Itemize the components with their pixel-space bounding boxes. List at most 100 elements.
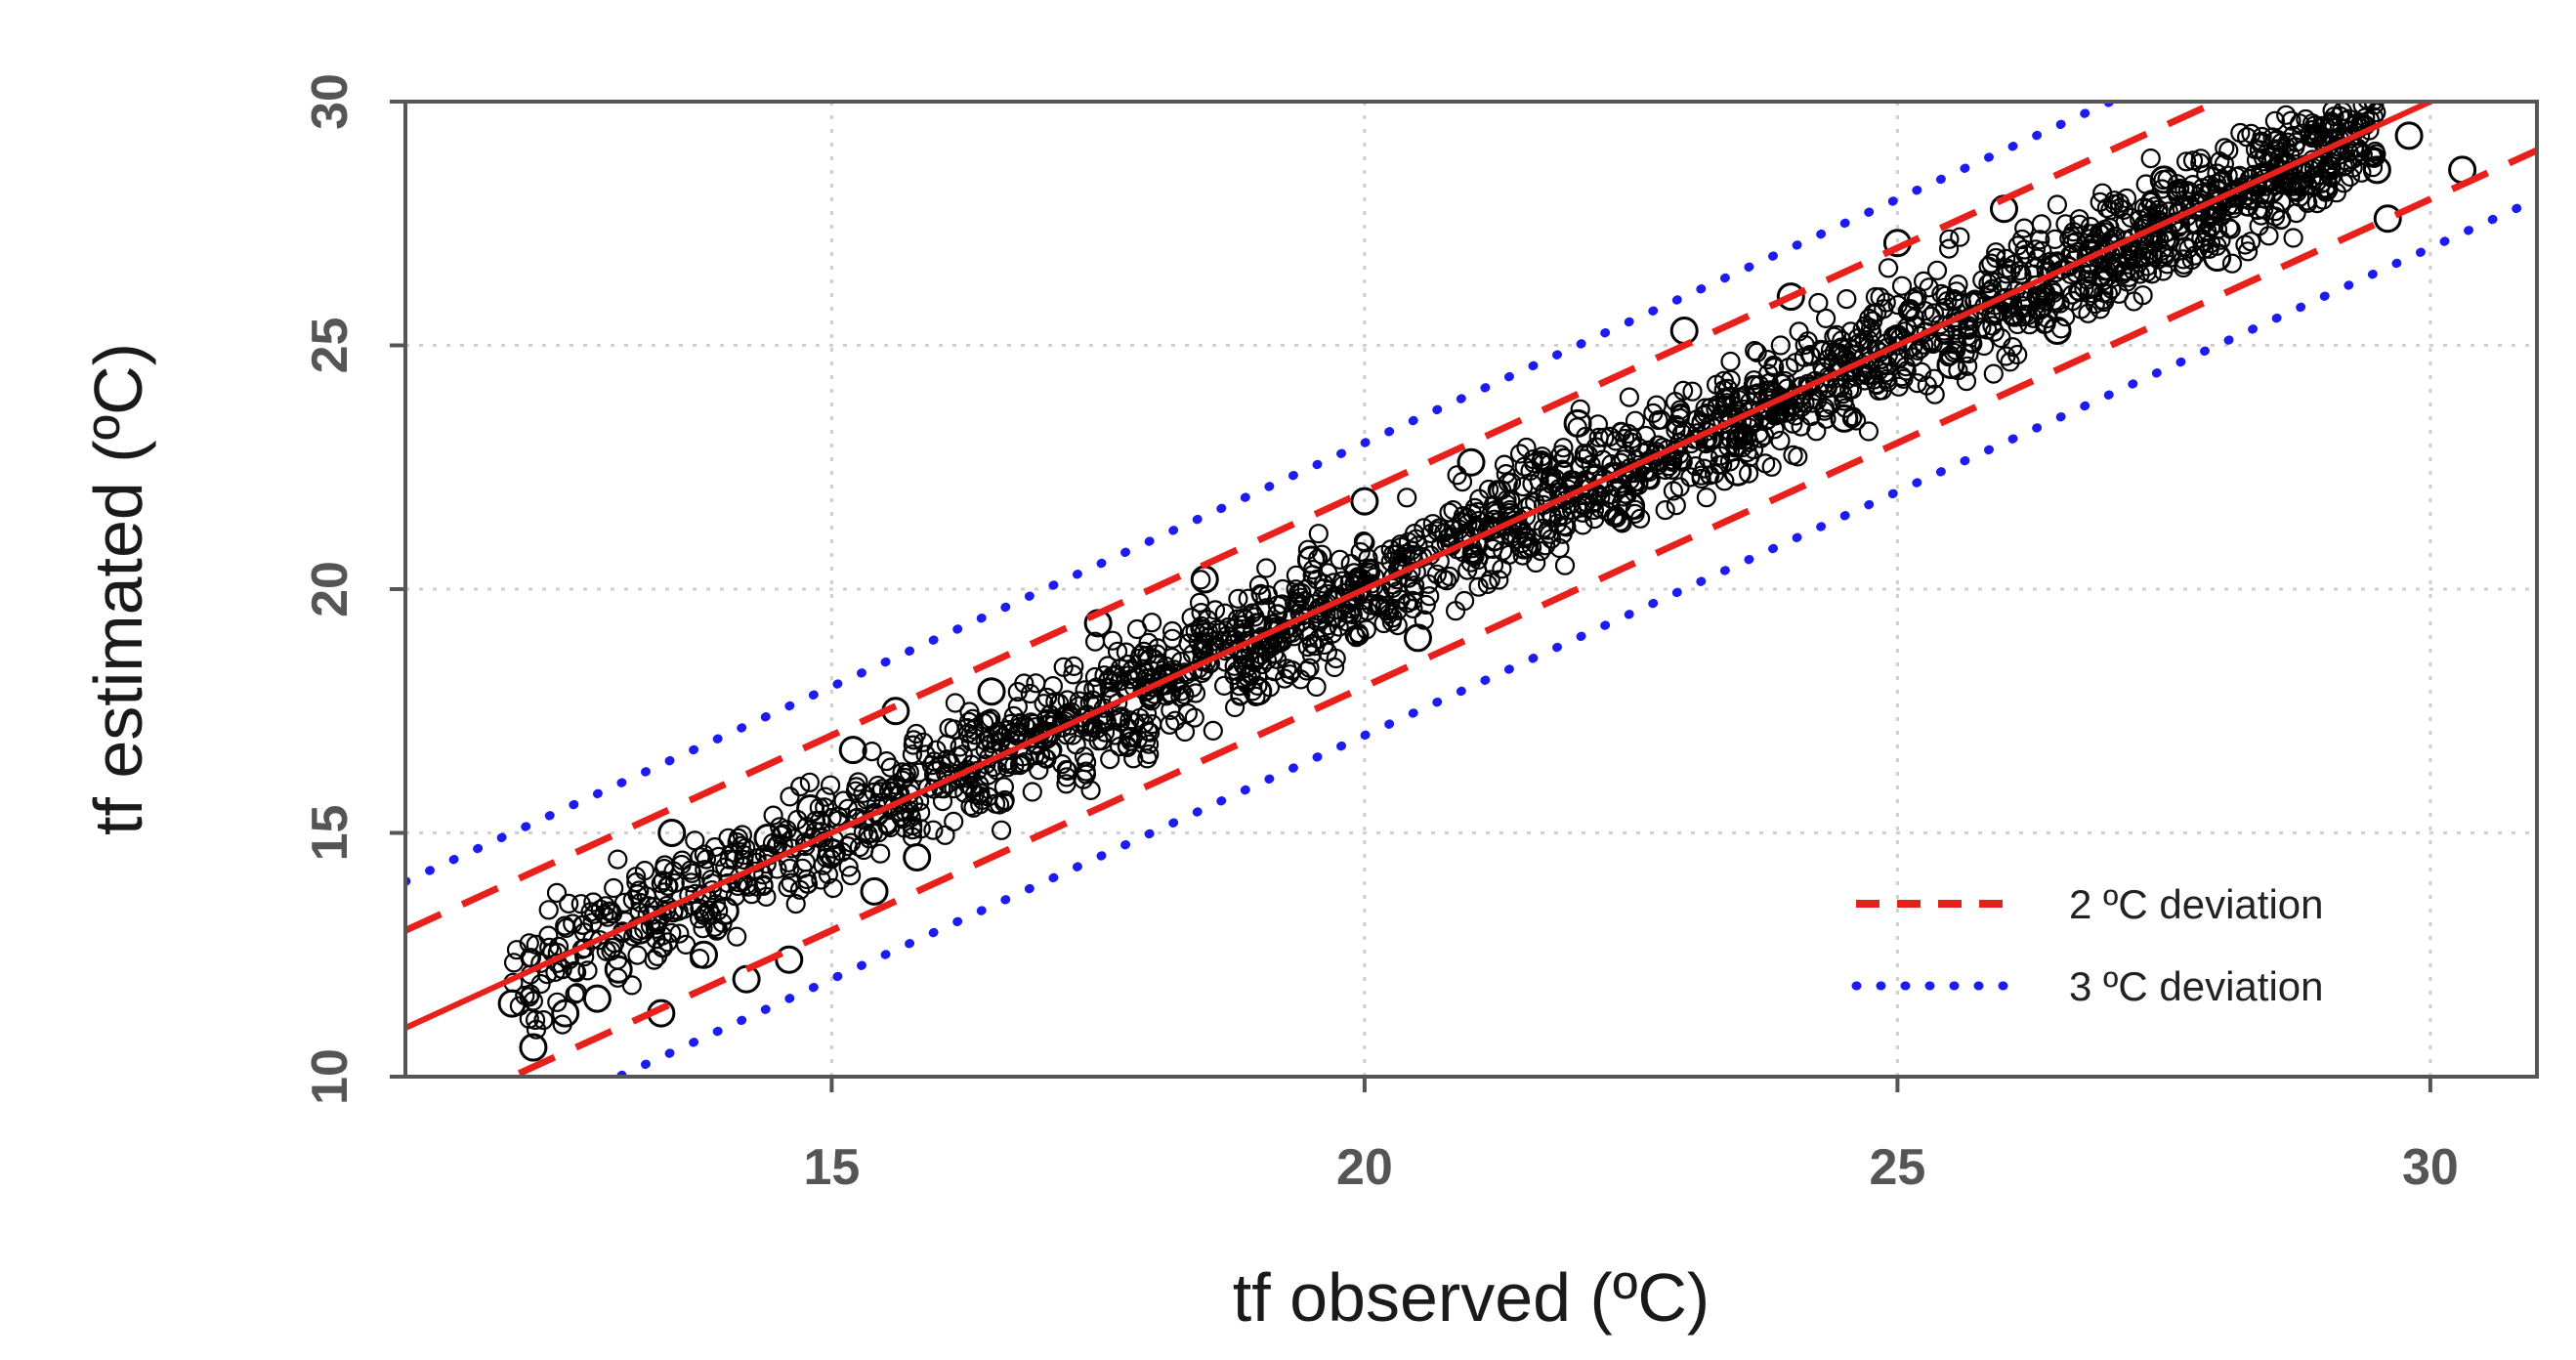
x-tick-label: 25 xyxy=(1869,1139,1925,1196)
cloud-point xyxy=(2140,191,2161,212)
cloud-point xyxy=(2190,149,2211,169)
cloud-point xyxy=(2063,222,2084,242)
cloud-point xyxy=(1574,448,1594,469)
cloud-point xyxy=(2101,278,2122,299)
data-point xyxy=(1457,447,1486,477)
cloud-point xyxy=(993,777,1015,797)
cloud-point xyxy=(1919,277,1939,298)
cloud-point xyxy=(1834,391,1854,411)
data-point xyxy=(1403,623,1432,653)
cloud-point xyxy=(1191,602,1211,623)
cloud-point xyxy=(1138,632,1159,654)
cloud-point xyxy=(2292,123,2312,144)
cloud-point xyxy=(2350,80,2368,98)
cloud-point xyxy=(1224,664,1245,686)
data-point xyxy=(838,736,867,765)
cloud-point xyxy=(1404,575,1425,596)
cloud-point xyxy=(2230,122,2251,144)
dashed-reference-line xyxy=(405,102,2226,934)
cloud-point xyxy=(1437,528,1458,548)
cloud-point xyxy=(1523,452,1544,474)
cloud-point xyxy=(503,953,525,973)
cloud-point xyxy=(1063,664,1083,685)
data-point xyxy=(2394,121,2424,150)
cloud-point xyxy=(1816,408,1837,429)
cloud-point xyxy=(2148,249,2169,270)
cloud-point xyxy=(2218,218,2239,238)
cloud-point xyxy=(583,892,604,913)
cloud-point xyxy=(2340,166,2360,188)
cloud-point xyxy=(1314,634,1334,656)
cloud-point xyxy=(2286,203,2306,224)
cloud-point xyxy=(2194,232,2215,252)
cloud-point xyxy=(1198,609,1218,630)
cloud-point xyxy=(2241,232,2261,252)
cloud-point xyxy=(1235,648,1255,669)
cloud-point xyxy=(840,865,862,886)
cloud-point xyxy=(1957,356,1978,376)
data-point xyxy=(1669,317,1699,346)
cloud-point xyxy=(1247,613,1268,633)
cloud-point xyxy=(1359,559,1380,580)
cloud-point xyxy=(2000,352,2020,372)
cloud-point xyxy=(1056,759,1077,781)
dashed-reference-line xyxy=(503,147,2537,1077)
cloud-point xyxy=(2365,147,2386,167)
cloud-point xyxy=(1380,539,1401,560)
cloud-point xyxy=(1815,308,1837,328)
cloud-point xyxy=(2101,251,2122,272)
cloud-point xyxy=(608,967,628,988)
cloud-point xyxy=(1082,690,1103,710)
cloud-point xyxy=(1766,403,1787,423)
cloud-point xyxy=(1611,421,1631,442)
x-tick-label: 20 xyxy=(1336,1139,1393,1196)
cloud-point xyxy=(1308,524,1329,544)
cloud-point xyxy=(2047,194,2067,215)
cloud-point xyxy=(926,740,947,760)
cloud-point xyxy=(696,849,717,870)
data-point xyxy=(2203,243,2232,273)
cloud-point xyxy=(506,940,528,960)
cloud-point xyxy=(546,882,568,904)
cloud-point xyxy=(708,846,729,868)
cloud-point xyxy=(1552,524,1573,544)
data-point xyxy=(1350,487,1379,516)
cloud-point xyxy=(2221,253,2243,274)
cloud-point xyxy=(1290,669,1311,690)
cloud-point xyxy=(2140,149,2161,169)
cloud-point xyxy=(538,925,559,946)
cloud-point xyxy=(1509,444,1531,464)
data-point xyxy=(689,940,718,969)
cloud-point xyxy=(647,946,668,967)
cloud-point xyxy=(1119,669,1141,690)
cloud-point xyxy=(2109,192,2130,213)
cloud-point xyxy=(1833,384,1853,404)
cloud-point xyxy=(572,914,593,935)
cloud-point xyxy=(1109,736,1130,757)
cloud-point xyxy=(1204,635,1225,657)
cloud-point xyxy=(689,909,710,929)
cloud-point xyxy=(1720,369,1741,390)
legend-label: 2 ºC deviation xyxy=(2069,881,2324,927)
cloud-point xyxy=(608,849,628,870)
cloud-point xyxy=(915,744,936,765)
data-point xyxy=(860,876,889,906)
solid-reference-line xyxy=(405,102,2438,1031)
cloud-point xyxy=(1123,748,1144,769)
cloud-point xyxy=(2068,280,2089,301)
cloud-point xyxy=(2092,183,2113,203)
cloud-point xyxy=(1076,752,1097,773)
cloud-point xyxy=(1191,616,1211,636)
cloud-point xyxy=(1935,285,1956,306)
cloud-point xyxy=(2207,235,2227,256)
cloud-point xyxy=(1256,558,1277,578)
cloud-point xyxy=(1317,616,1338,636)
cloud-point xyxy=(2014,218,2035,238)
cloud-point xyxy=(1112,706,1132,727)
cloud-point xyxy=(1483,494,1504,515)
cloud-point xyxy=(901,807,921,828)
cloud-point xyxy=(642,905,663,925)
cloud-point xyxy=(2012,296,2033,317)
cloud-point xyxy=(2045,229,2065,249)
data-point xyxy=(1617,491,1646,521)
